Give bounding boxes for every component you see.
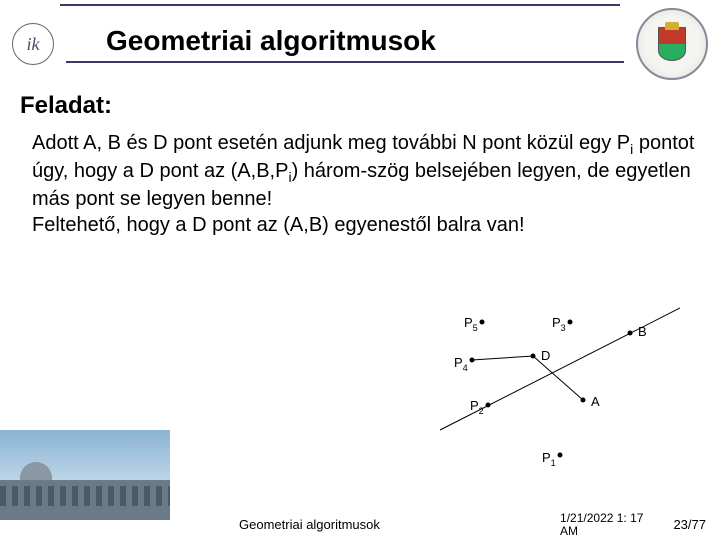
footer: Geometriai algoritmusok 1/21/2022 1: 17 … xyxy=(0,512,720,538)
section-heading: Feladat: xyxy=(20,92,700,120)
building-photo xyxy=(0,430,170,520)
footer-date-line2: AM xyxy=(560,524,578,538)
logo-left-text: ik xyxy=(27,34,40,55)
logo-left: ik xyxy=(12,23,54,65)
page-title: Geometriai algoritmusok xyxy=(66,25,624,57)
logo-right xyxy=(636,8,708,80)
footer-page: 23/77 xyxy=(673,517,706,532)
svg-text:D: D xyxy=(541,348,550,363)
content: Feladat: Adott A, B és D pont esetén adj… xyxy=(0,80,720,238)
svg-text:P5: P5 xyxy=(464,315,478,333)
geometry-diagram: P5P3BP4DP2AP1 xyxy=(400,300,680,480)
body-text: Adott A, B és D pont esetén adjunk meg t… xyxy=(20,130,700,238)
svg-text:P4: P4 xyxy=(454,355,468,373)
svg-text:P1: P1 xyxy=(542,450,556,468)
svg-text:P3: P3 xyxy=(552,315,566,333)
svg-text:B: B xyxy=(638,324,647,339)
footer-date: 1/21/2022 1: 17 AM xyxy=(560,512,643,538)
footer-title: Geometriai algoritmusok xyxy=(239,517,380,532)
title-wrap: Geometriai algoritmusok xyxy=(54,25,636,63)
header: ik Geometriai algoritmusok xyxy=(0,0,720,80)
svg-text:A: A xyxy=(591,394,600,409)
footer-date-line1: 1/21/2022 1: 17 xyxy=(560,511,643,525)
header-top-rule xyxy=(60,4,620,6)
university-seal-icon xyxy=(636,8,708,80)
shield-icon xyxy=(658,27,686,61)
title-underline xyxy=(66,61,624,63)
